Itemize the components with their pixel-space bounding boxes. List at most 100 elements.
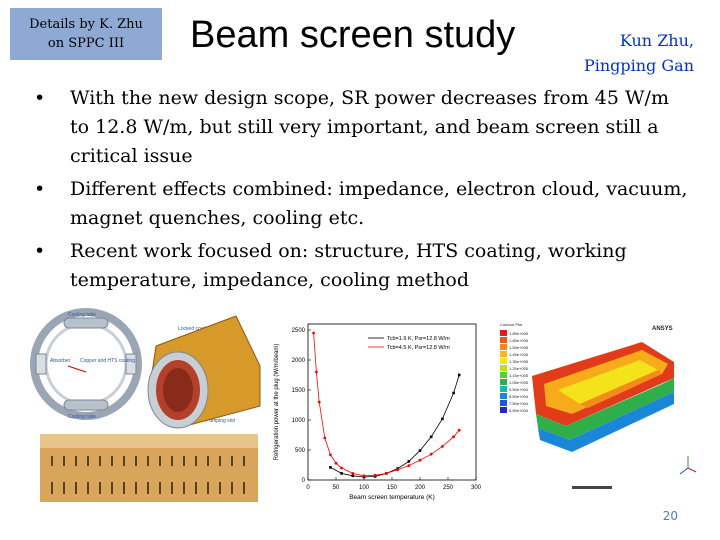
- data-point: [373, 473, 377, 477]
- bullet-item: • With the new design scope, SR power dec…: [28, 84, 688, 171]
- data-point: [418, 458, 422, 462]
- context-tag-line2: on SPPC III: [47, 36, 125, 51]
- legend-color-swatch: [500, 351, 507, 357]
- refrigeration-power-chart: 0 50 100 150 200 250 300 0 500 1000 1500 2000 2500 Be…: [274, 323, 482, 501]
- data-point: [457, 373, 461, 377]
- legend-color-swatch: [500, 344, 507, 350]
- ansys-logo: ANSYS: [652, 326, 673, 332]
- legend-value: 1.85e+005: [509, 331, 529, 336]
- data-point: [334, 461, 338, 465]
- bullet-item: • Different effects combined: impedance, …: [28, 175, 688, 233]
- data-point: [385, 472, 388, 475]
- slide-title: Beam screen study: [190, 14, 516, 56]
- data-point: [351, 472, 355, 475]
- contour-plot-body: [532, 342, 674, 452]
- bullet-text: Recent work focused on: structure, HTS c…: [70, 240, 627, 291]
- x-tick-label: 50: [333, 485, 340, 491]
- data-point: [315, 370, 318, 374]
- legend-color-swatch: [500, 337, 507, 343]
- legend-color-swatch: [500, 365, 507, 371]
- y-axis-label: Refrigeration power at the plug (W/m/bea…: [274, 344, 280, 461]
- data-point: [323, 436, 327, 440]
- data-point: [441, 445, 444, 448]
- legend-value: 1.05e+005: [509, 380, 529, 385]
- data-point: [452, 391, 455, 395]
- beam-screen-cross-section: [30, 308, 142, 420]
- bullet-text: Different effects combined: impedance, e…: [70, 178, 688, 229]
- data-point: [362, 474, 366, 478]
- data-point: [351, 474, 355, 478]
- data-point: [407, 460, 411, 463]
- data-point: [317, 400, 321, 404]
- context-tag-line1: Details by K. Zhu: [29, 17, 143, 32]
- data-point: [452, 435, 455, 439]
- legend-value: 7.50e+004: [509, 401, 529, 406]
- legend-value: 1.45e+005: [509, 352, 529, 357]
- bullet-dot: •: [34, 240, 46, 262]
- page-number: 20: [662, 509, 678, 523]
- authors: Kun Zhu, Pingping Gan: [584, 28, 694, 78]
- legend-value: 6.50e+004: [509, 408, 529, 413]
- x-axis-label: Beam screen temperature (K): [349, 494, 435, 501]
- thermal-contour-figure: ANSYS Contour Plot 1.85e+005 1.65e+005 1.5…: [500, 322, 697, 489]
- data-point: [312, 331, 315, 335]
- legend-value: 9.50e+004: [509, 387, 529, 392]
- data-point: [441, 417, 444, 421]
- y-tick-label: 1500: [292, 388, 306, 394]
- label-cooling-tube-bottom: Cooling tube: [68, 414, 96, 420]
- data-point: [329, 453, 332, 457]
- label-absorber: Absorber: [50, 358, 71, 364]
- beam-screen-3d-view: [147, 315, 261, 429]
- author-2: Pingping Gan: [583, 56, 694, 75]
- data-point: [340, 466, 343, 470]
- label-pumping-slot: Pumping slot: [206, 418, 236, 424]
- bullet-text: With the new design scope, SR power decr…: [70, 87, 669, 167]
- legend-color-swatch: [500, 407, 507, 413]
- y-tick-label: 500: [295, 448, 306, 454]
- series-line: [313, 332, 460, 477]
- label-copper-hts: Copper and HTS coating: [80, 358, 135, 364]
- series-line: [330, 374, 460, 478]
- y-tick-label: 2000: [292, 358, 306, 364]
- legend-color-swatch: [500, 379, 507, 385]
- bullet-item: • Recent work focused on: structure, HTS …: [28, 237, 688, 295]
- data-point: [429, 452, 433, 456]
- data-point: [396, 468, 399, 472]
- data-point: [407, 464, 411, 467]
- legend-color-swatch: [500, 386, 507, 392]
- label-locked-coating: Locked coating: [178, 326, 212, 332]
- legend-value: 8.50e+004: [509, 394, 529, 399]
- legend-label: Tcb=1.9 K, Psr=12.8 W/m: [387, 336, 450, 342]
- y-tick-label: 0: [302, 478, 306, 484]
- legend-color-swatch: [500, 400, 507, 406]
- coated-strip-view: [40, 434, 258, 502]
- legend-color-swatch: [500, 393, 507, 399]
- data-point: [340, 472, 343, 475]
- scale-bar: [572, 486, 612, 489]
- data-point: [329, 466, 332, 469]
- legend-color-swatch: [500, 372, 507, 378]
- legend-value: 1.25e+005: [509, 366, 529, 371]
- legend-value: 1.35e+005: [509, 359, 529, 364]
- legend-value: 1.15e+005: [509, 373, 529, 378]
- x-tick-label: 250: [443, 485, 454, 491]
- bullet-list: • With the new design scope, SR power dec…: [28, 84, 688, 299]
- bullet-dot: •: [34, 87, 46, 109]
- legend-value: 1.55e+005: [509, 345, 529, 350]
- x-tick-label: 150: [387, 485, 398, 491]
- bullet-dot: •: [34, 178, 46, 200]
- label-cooling-tube-top: Cooling tube: [68, 312, 96, 318]
- y-tick-label: 2500: [292, 328, 306, 334]
- contour-legend-title: Contour Plot: [500, 322, 523, 327]
- data-point: [418, 449, 422, 452]
- legend-label: Tcb=4.5 K, Psr=12.8 W/m: [387, 345, 450, 351]
- y-tick-label: 1000: [292, 418, 306, 424]
- beam-screen-structure-figure: Cooling tube Absorber Copper and HTS coa…: [30, 308, 261, 502]
- legend-color-swatch: [500, 330, 507, 336]
- contour-legend: 1.85e+005 1.65e+005 1.55e+005 1.45e+005 1.35…: [500, 330, 529, 413]
- legend-value: 1.65e+005: [509, 338, 529, 343]
- axis-triad-icon: [679, 456, 697, 475]
- x-tick-label: 200: [415, 485, 426, 491]
- legend-color-swatch: [500, 358, 507, 364]
- data-point: [457, 428, 461, 432]
